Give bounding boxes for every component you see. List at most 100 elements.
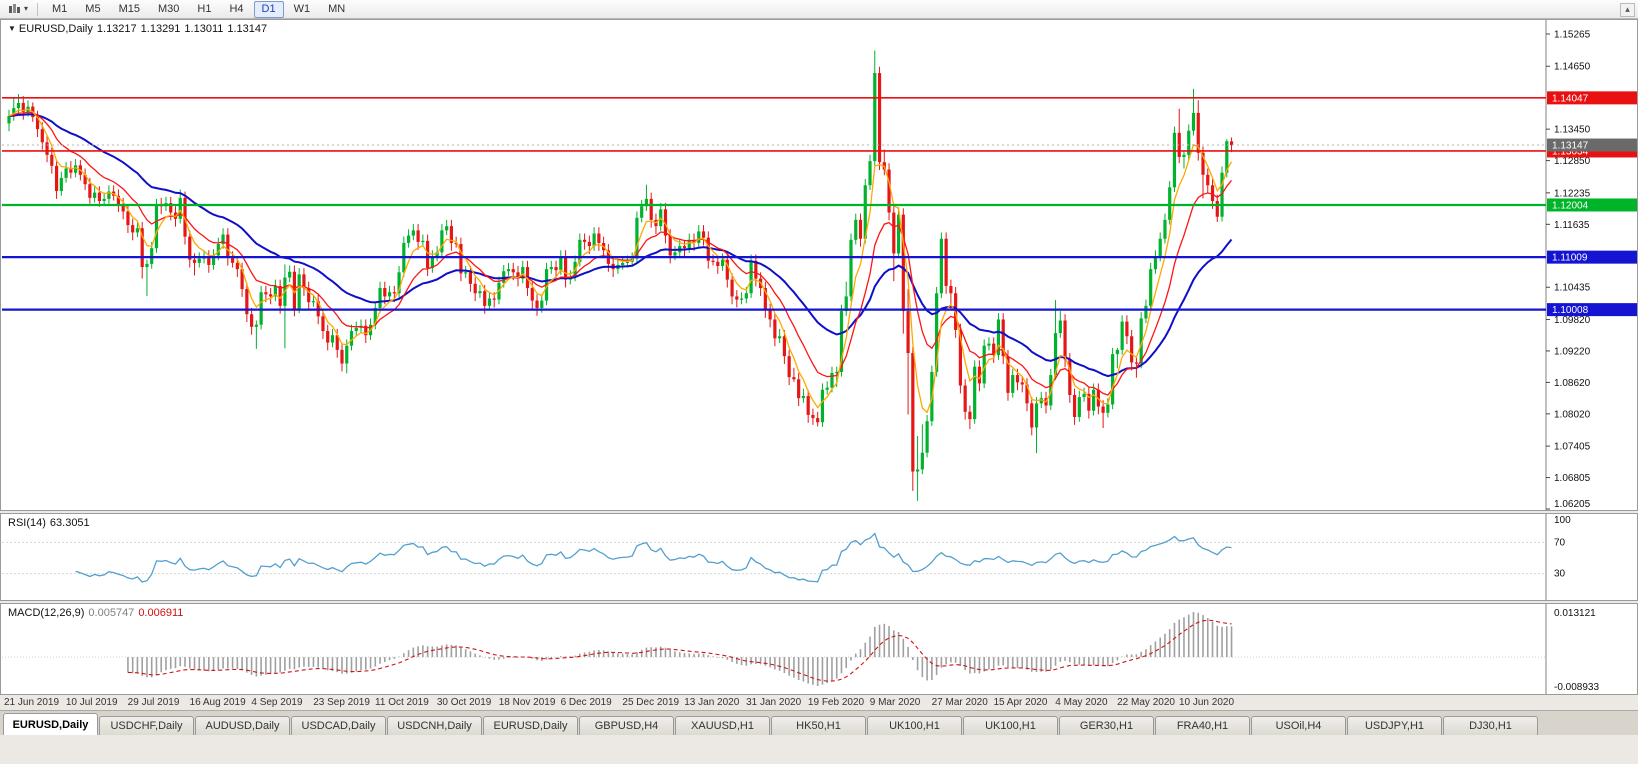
rsi-chart-canvas[interactable]: 100 70 30 [1,514,1637,600]
date-label: 19 Feb 2020 [807,697,865,708]
svg-text:1.10435: 1.10435 [1554,283,1591,294]
chart-tab-ger30-h1[interactable]: GER30,H1 [1059,716,1154,735]
tf-button-h4[interactable]: H4 [229,2,244,15]
svg-text:1.10008: 1.10008 [1552,305,1589,316]
svg-text:1.08020: 1.08020 [1554,409,1591,420]
chart-tab-usdchf-daily[interactable]: USDCHF,Daily [99,716,194,735]
close-value: 1.13147 [227,23,268,35]
candles-group [7,50,1234,501]
tf-button-m15[interactable]: M15 [118,2,140,15]
macd-indicator-panel: MACD(12,26,9) 0.005747 0.006911 0.013121 -0… [0,603,1638,695]
chart-tab-usdcnh-daily[interactable]: USDCNH,Daily [387,716,482,735]
rsi-value: 63.3051 [49,517,90,529]
svg-text:1.09820: 1.09820 [1554,315,1591,326]
svg-text:1.11635: 1.11635 [1554,220,1590,231]
rsi-label: RSI(14) 63.3051 [8,517,94,529]
date-label: 21 Jun 2019 [4,697,60,708]
support-resistance-lines[interactable]: 1.14047 1.13034 1.12004 1.11009 1.10008 1.131… [2,91,1637,317]
date-label: 25 Dec 2019 [622,697,680,708]
svg-text:1.14650: 1.14650 [1554,62,1591,73]
symbol-label: EURUSD,Daily [18,23,93,35]
chart-tab-fra40-h1[interactable]: FRA40,H1 [1155,716,1250,735]
date-label: 18 Nov 2019 [498,697,556,708]
chart-ohlc-readout: ▼ EURUSD,Daily 1.13217 1.13291 1.13011 1.1314… [8,23,271,35]
ma-slow-line [8,113,1233,378]
tf-button-h1[interactable]: H1 [197,2,212,15]
macd-axis[interactable]: 0.013121 -0.008933 [1554,608,1599,693]
macd-label: MACD(12,26,9) 0.005747 0.006911 [8,607,187,619]
candlestick-chart-icon [9,4,20,13]
tf-button-m5[interactable]: M5 [85,2,101,15]
date-label: 15 Apr 2020 [993,697,1048,708]
price-axis[interactable]: 1.15265 1.14650 1.13450 1.12850 1.12235 1.116… [1545,20,1591,510]
svg-text:1.08620: 1.08620 [1554,378,1591,389]
svg-text:1.11009: 1.11009 [1552,253,1588,264]
macd-histogram [127,612,1233,686]
date-label: 6 Dec 2019 [560,697,612,708]
svg-text:1.06205: 1.06205 [1554,499,1591,510]
candlestick-chart-canvas[interactable]: 1.15265 1.14650 1.13450 1.12850 1.12235 1.116… [1,20,1637,510]
macd-main-value: 0.005747 [88,607,135,619]
macd-signal-value: 0.006911 [138,607,184,619]
date-label: 4 Sep 2019 [251,697,303,708]
price-chart-panel: ▼ EURUSD,Daily 1.13217 1.13291 1.13011 1.1314… [0,19,1638,511]
svg-text:1.13147: 1.13147 [1552,141,1589,152]
date-label: 10 Jul 2019 [65,697,118,708]
date-label: 31 Jan 2020 [746,697,802,708]
svg-text:1.13034: 1.13034 [1552,146,1589,157]
chevron-down-icon: ▾ [24,4,29,13]
svg-text:1.12850: 1.12850 [1554,156,1591,167]
ma-fast-line [8,108,1233,414]
toolbar-scroll-up-icon[interactable]: ▴ [1620,3,1635,17]
time-axis[interactable]: 21 Jun 2019 10 Jul 2019 29 Jul 2019 16 Aug … [0,695,1545,710]
macd-chart-canvas[interactable]: 0.013121 -0.008933 [1,604,1637,694]
open-value: 1.13217 [96,23,137,35]
svg-text:1.14047: 1.14047 [1552,93,1589,104]
date-label: 23 Sep 2019 [313,697,370,708]
chart-tab-uk100-h1[interactable]: UK100,H1 [867,716,962,735]
date-label: 27 Mar 2020 [931,697,988,708]
date-label: 30 Oct 2019 [436,697,492,708]
svg-text:1.06805: 1.06805 [1554,473,1591,484]
date-label: 13 Jan 2020 [684,697,740,708]
svg-text:1.07405: 1.07405 [1554,442,1591,453]
date-label: 9 Mar 2020 [869,697,921,708]
chart-tab-usoil-h4[interactable]: USOil,H4 [1251,716,1346,735]
date-label: 16 Aug 2019 [189,697,246,708]
chart-tab-eurusd-daily[interactable]: EURUSD,Daily [483,716,578,735]
chart-tab-uk100-h1[interactable]: UK100,H1 [963,716,1058,735]
tf-button-m1[interactable]: M1 [52,2,68,15]
ma-mid-line [8,111,1233,396]
chart-tab-usdcad-daily[interactable]: USDCAD,Daily [291,716,386,735]
chart-tab-usdjpy-h1[interactable]: USDJPY,H1 [1347,716,1442,735]
tf-button-d1[interactable]: D1 [253,0,284,18]
chart-menu-icon[interactable]: ▼ [8,24,16,33]
macd-name: MACD(12,26,9) [8,607,85,619]
high-value: 1.13291 [140,23,181,35]
svg-text:0.013121: 0.013121 [1554,608,1596,619]
svg-text:100: 100 [1554,515,1571,526]
svg-text:70: 70 [1554,537,1566,548]
tf-button-mn[interactable]: MN [328,2,346,15]
chart-tab-gbpusd-h4[interactable]: GBPUSD,H4 [579,716,674,735]
chart-tabs-bar: EURUSD,Daily USDCHF,Daily AUDUSD,Daily USDC… [0,710,1638,735]
chart-tab-xauusd-h1[interactable]: XAUUSD,H1 [675,716,770,735]
date-label: 29 Jul 2019 [127,697,180,708]
chart-tab-audusd-daily[interactable]: AUDUSD,Daily [195,716,290,735]
low-value: 1.13011 [184,23,224,35]
svg-text:30: 30 [1554,569,1566,580]
tf-button-w1[interactable]: W1 [293,2,311,15]
date-label: 11 Oct 2019 [375,697,429,708]
date-label: 22 May 2020 [1117,697,1175,708]
chart-tab-eurusd-daily[interactable]: EURUSD,Daily [3,713,98,735]
svg-text:1.15265: 1.15265 [1554,30,1591,41]
rsi-indicator-panel: RSI(14) 63.3051 100 70 30 [0,513,1638,601]
chart-tab-dj30-h1[interactable]: DJ30,H1 [1443,716,1538,735]
tf-button-m30[interactable]: M30 [157,2,180,15]
chart-type-dropdown[interactable]: ▾ [4,1,32,17]
chart-tab-hk50-h1[interactable]: HK50,H1 [771,716,866,735]
date-label: 4 May 2020 [1055,697,1108,708]
rsi-axis[interactable]: 100 70 30 [2,515,1571,580]
svg-text:1.12004: 1.12004 [1552,200,1589,211]
